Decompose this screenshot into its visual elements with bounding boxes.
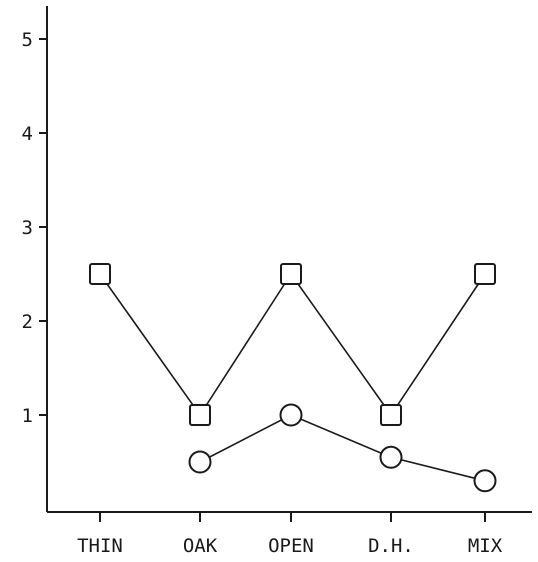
x-tick-label: THIN [77, 535, 123, 557]
square-marker-OPEN [280, 263, 302, 285]
square-marker-D.H. [380, 404, 402, 426]
y-tick-label: 2 [22, 311, 33, 333]
circle-marker-OAK [188, 450, 212, 474]
x-tick-label: OPEN [268, 535, 314, 557]
series-markers [89, 263, 497, 493]
square-marker-THIN [89, 263, 111, 285]
y-tick-label: 1 [22, 405, 33, 427]
series-lines [99, 272, 486, 482]
x-tick-label: D.H. [368, 535, 414, 557]
series-2-line [199, 414, 486, 482]
y-tick-label: 5 [22, 29, 33, 51]
y-tick-label: 4 [22, 123, 33, 145]
circle-marker-OPEN [279, 403, 303, 427]
series-1-line [99, 272, 486, 417]
square-marker-MIX [474, 263, 496, 285]
tick-labels: 1 2 3 4 5 THIN OAK OPEN D.H. MIX [22, 29, 503, 557]
circle-marker-MIX [473, 469, 497, 493]
x-tick-label: MIX [468, 535, 503, 557]
x-tick-label: OAK [183, 535, 218, 557]
circle-marker-D.H. [379, 445, 403, 469]
y-tick-label: 3 [22, 217, 33, 239]
axes [39, 6, 532, 522]
square-marker-OAK [189, 404, 211, 426]
